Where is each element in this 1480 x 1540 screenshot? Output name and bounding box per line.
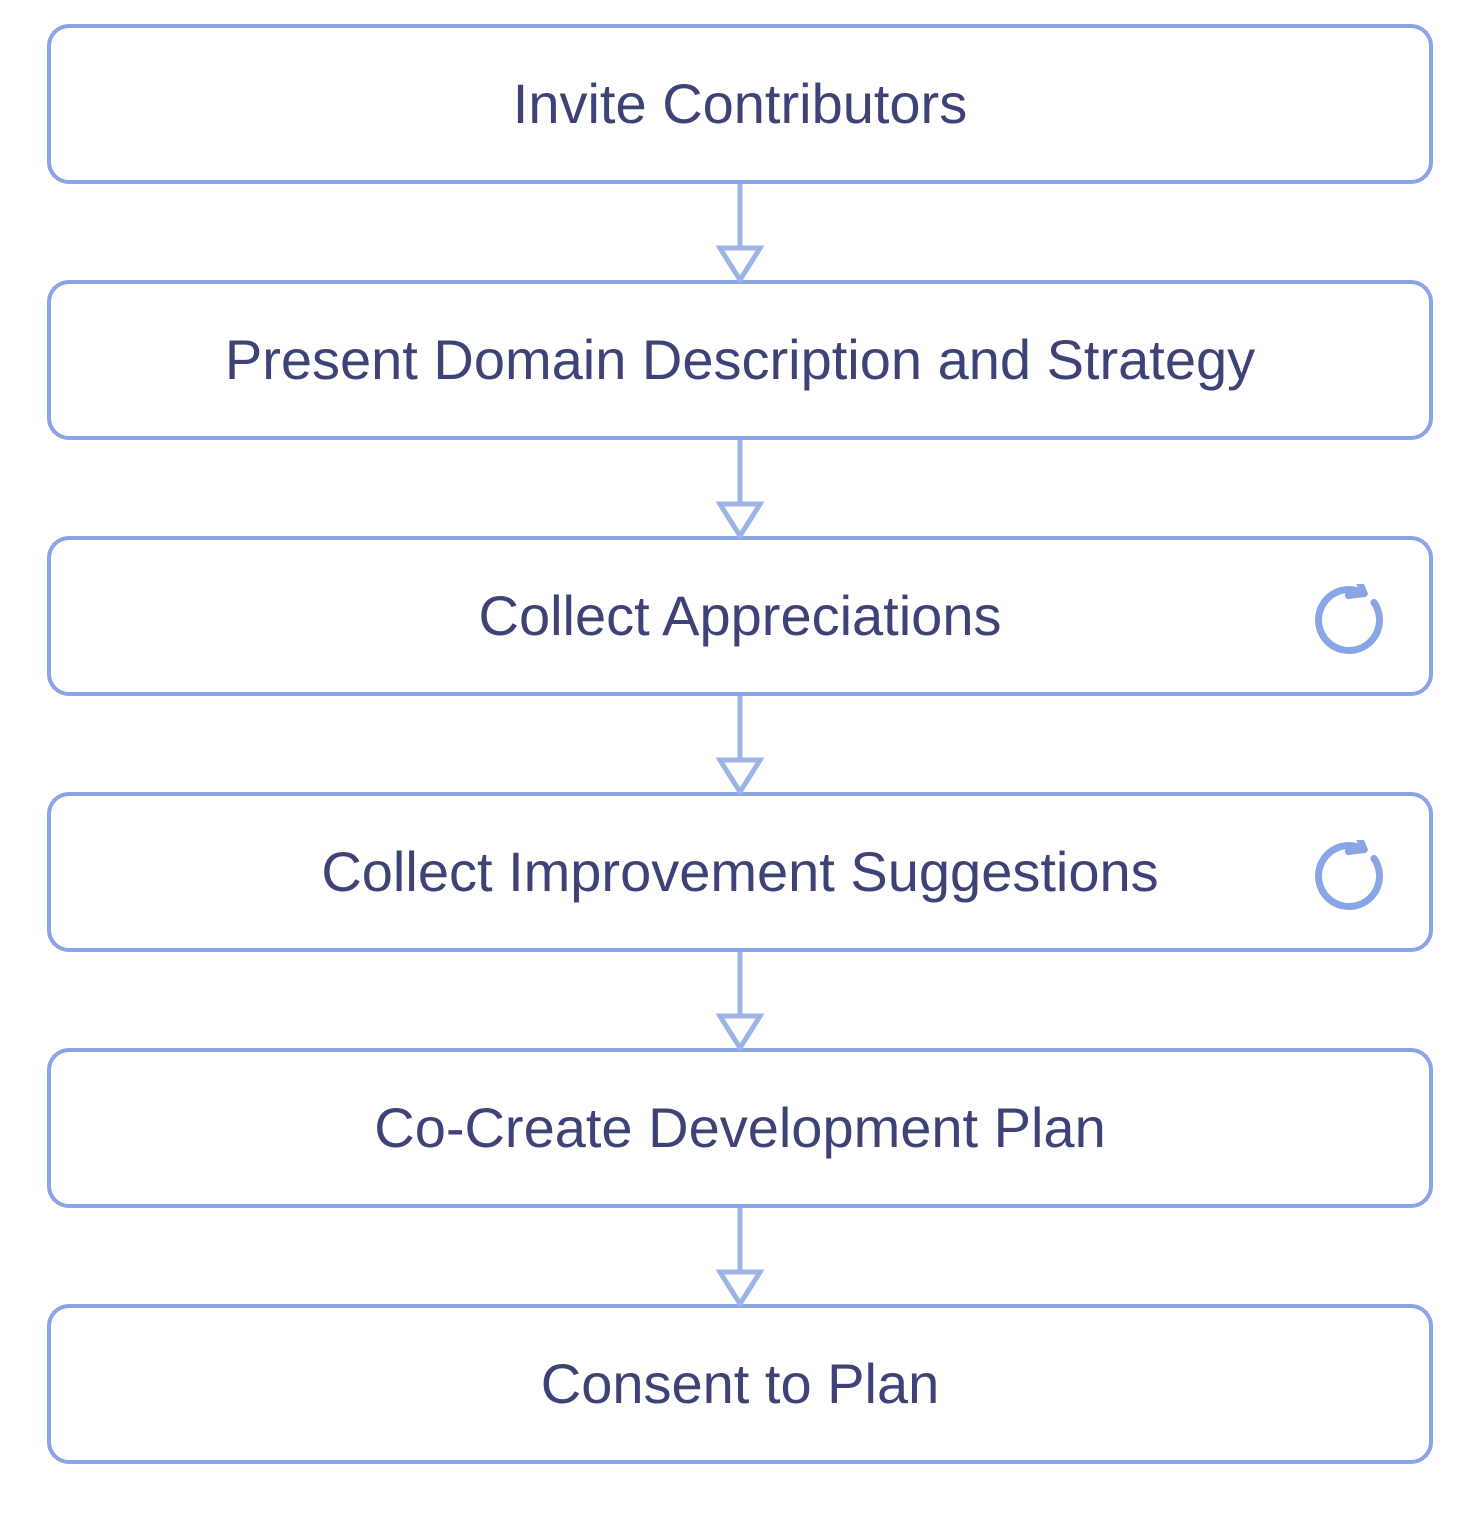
- flow-edge: [716, 952, 764, 1048]
- flow-node-n4: Collect Improvement Suggestions: [47, 792, 1433, 952]
- flow-edge: [716, 184, 764, 280]
- flow-edge: [716, 1208, 764, 1304]
- flow-node-n6: Consent to Plan: [47, 1304, 1433, 1464]
- refresh-icon: [1313, 840, 1385, 912]
- flow-node-label: Co-Create Development Plan: [374, 1096, 1105, 1160]
- flow-node-label: Consent to Plan: [541, 1352, 939, 1416]
- flow-node-label: Present Domain Description and Strategy: [225, 328, 1255, 392]
- refresh-icon: [1313, 584, 1385, 656]
- flow-node-label: Invite Contributors: [513, 72, 967, 136]
- flow-node-n5: Co-Create Development Plan: [47, 1048, 1433, 1208]
- flow-node-n3: Collect Appreciations: [47, 536, 1433, 696]
- flow-edge: [716, 440, 764, 536]
- flow-node-n2: Present Domain Description and Strategy: [47, 280, 1433, 440]
- flowchart-canvas: Invite Contributors Present Domain Descri…: [0, 0, 1480, 1540]
- flow-node-label: Collect Appreciations: [479, 584, 1002, 648]
- flow-node-n1: Invite Contributors: [47, 24, 1433, 184]
- flow-edge: [716, 696, 764, 792]
- flow-node-label: Collect Improvement Suggestions: [321, 840, 1158, 904]
